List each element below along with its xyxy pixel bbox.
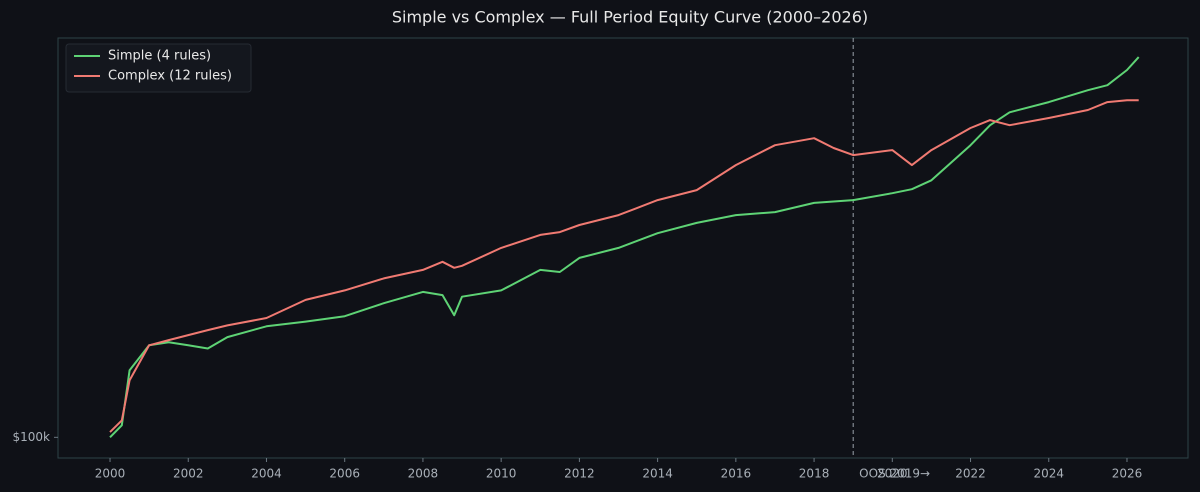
legend-label: Simple (4 rules) (108, 49, 211, 64)
plot-frame (57, 37, 1189, 459)
x-tick-label: 2020 (877, 467, 908, 481)
x-tick-label: 2000 (95, 467, 126, 481)
x-tick-label: 2004 (251, 467, 282, 481)
legend-label: Complex (12 rules) (108, 69, 232, 84)
oos-label: OOS 2019→ (859, 467, 930, 481)
x-tick-label: 2002 (173, 467, 204, 481)
x-tick-label: 2016 (721, 467, 752, 481)
x-tick-label: 2024 (1033, 467, 1064, 481)
legend-box (65, 43, 252, 93)
chart-title: Simple vs Complex — Full Period Equity C… (392, 8, 868, 27)
x-tick-label: 2010 (486, 467, 517, 481)
series-line (109, 56, 1140, 439)
x-tick-label: 2008 (408, 467, 439, 481)
y-tick-label: $100k (13, 430, 51, 444)
x-tick-label: 2012 (564, 467, 595, 481)
x-tick-label: 2026 (1112, 467, 1143, 481)
x-tick-label: 2014 (642, 467, 673, 481)
series-line (109, 99, 1139, 433)
x-tick-label: 2022 (955, 467, 986, 481)
x-tick-label: 2006 (329, 467, 360, 481)
x-tick-label: 2018 (799, 467, 830, 481)
